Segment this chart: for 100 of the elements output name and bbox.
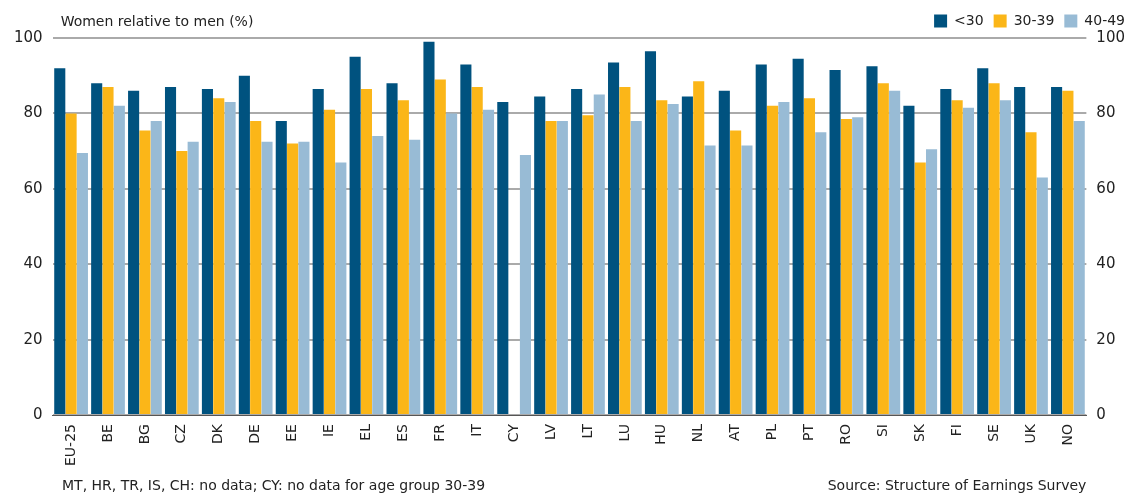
bar	[840, 119, 852, 415]
bar	[803, 98, 816, 415]
bar	[926, 149, 938, 415]
x-tick-label: IE	[320, 424, 337, 438]
bar	[54, 68, 66, 415]
bar	[275, 120, 287, 415]
x-tick-label: AT	[726, 423, 743, 442]
x-tick-label: EE	[283, 424, 300, 442]
bar	[988, 83, 1000, 415]
bar	[582, 115, 594, 415]
x-tick-label: DK	[209, 423, 226, 445]
bar	[446, 113, 458, 415]
bar	[102, 87, 114, 415]
bar	[852, 117, 864, 415]
bar	[593, 94, 605, 415]
bar	[619, 87, 631, 415]
y-tick-label: 100	[13, 27, 43, 46]
bar	[940, 88, 952, 415]
bar	[372, 136, 384, 415]
bar	[471, 87, 483, 415]
bar	[556, 120, 568, 415]
bar	[298, 141, 310, 415]
x-tick-label: SE	[984, 424, 1001, 442]
bar	[951, 100, 963, 415]
x-tick-label: ES	[394, 423, 410, 442]
y-tick-label: 60	[23, 178, 43, 197]
x-tick-label: IT	[467, 423, 484, 437]
x-tick-label: EL	[357, 423, 374, 441]
bar	[360, 88, 372, 415]
bar	[519, 154, 531, 415]
bar	[815, 132, 827, 415]
bar	[409, 139, 421, 415]
bar	[608, 62, 620, 415]
bar	[681, 96, 693, 415]
bar	[571, 88, 583, 415]
bar	[497, 102, 509, 415]
x-tick-label: SK	[910, 423, 927, 443]
bar	[914, 162, 926, 415]
x-tick-label: UK	[1021, 423, 1038, 444]
bar	[656, 100, 668, 415]
y-tick-label: 0	[33, 404, 43, 423]
bar	[877, 83, 889, 415]
x-tick-label: FR	[430, 423, 447, 442]
bar	[213, 98, 225, 415]
bar	[139, 130, 151, 415]
bar	[65, 113, 77, 415]
x-tick-label: FI	[947, 424, 964, 437]
x-tick-label: DE	[246, 424, 263, 444]
source-note: Source: Structure of Earnings Survey	[827, 476, 1087, 493]
x-tick-label: LV	[541, 423, 558, 440]
legend-label: 30-39	[1013, 11, 1055, 28]
bar	[386, 83, 398, 415]
legend-label: <30	[954, 11, 984, 28]
bar	[741, 145, 753, 415]
y2-tick-label: 80	[1096, 103, 1116, 122]
bar	[889, 90, 901, 415]
bar	[91, 83, 103, 415]
y2-tick-label: 0	[1096, 404, 1106, 423]
bar	[224, 102, 236, 415]
x-tick-label: SI	[873, 424, 890, 438]
bar	[113, 105, 125, 415]
bar	[866, 66, 878, 415]
bar	[704, 145, 716, 415]
bar	[323, 109, 336, 415]
x-tick-label: LT	[578, 423, 595, 439]
y-tick-label: 20	[23, 329, 43, 348]
x-tick-label: CY	[504, 423, 521, 443]
bar	[187, 141, 199, 415]
bar	[287, 143, 299, 415]
bar	[76, 153, 88, 415]
bar	[667, 103, 679, 415]
x-tick-label: BG	[135, 424, 152, 445]
y2-tick-label: 20	[1096, 329, 1116, 348]
bar	[150, 120, 162, 415]
x-tick-label: LU	[615, 424, 632, 442]
bar	[718, 90, 730, 415]
bar	[250, 120, 262, 415]
y-axis-title: Women relative to men (%)	[60, 12, 254, 29]
x-tick-label: PL	[763, 423, 780, 441]
bar	[1014, 87, 1026, 415]
bar	[349, 56, 361, 415]
x-tick-label: CZ	[172, 424, 189, 444]
bar	[261, 141, 273, 415]
x-tick-label: PT	[800, 423, 817, 442]
bar	[423, 41, 435, 415]
bar	[977, 68, 989, 415]
bar	[1051, 87, 1063, 415]
legend-label: 40-49	[1084, 11, 1126, 28]
bar	[460, 64, 472, 415]
bar	[792, 58, 804, 415]
x-tick-label: RO	[837, 424, 854, 445]
bar	[962, 107, 975, 415]
x-tick-label: BE	[98, 424, 115, 443]
bar	[767, 105, 779, 415]
bar	[312, 88, 324, 415]
bar	[534, 96, 546, 415]
y-tick-label: 40	[23, 254, 43, 273]
bar	[999, 100, 1011, 415]
bar	[644, 51, 657, 415]
y2-tick-label: 40	[1096, 254, 1116, 273]
